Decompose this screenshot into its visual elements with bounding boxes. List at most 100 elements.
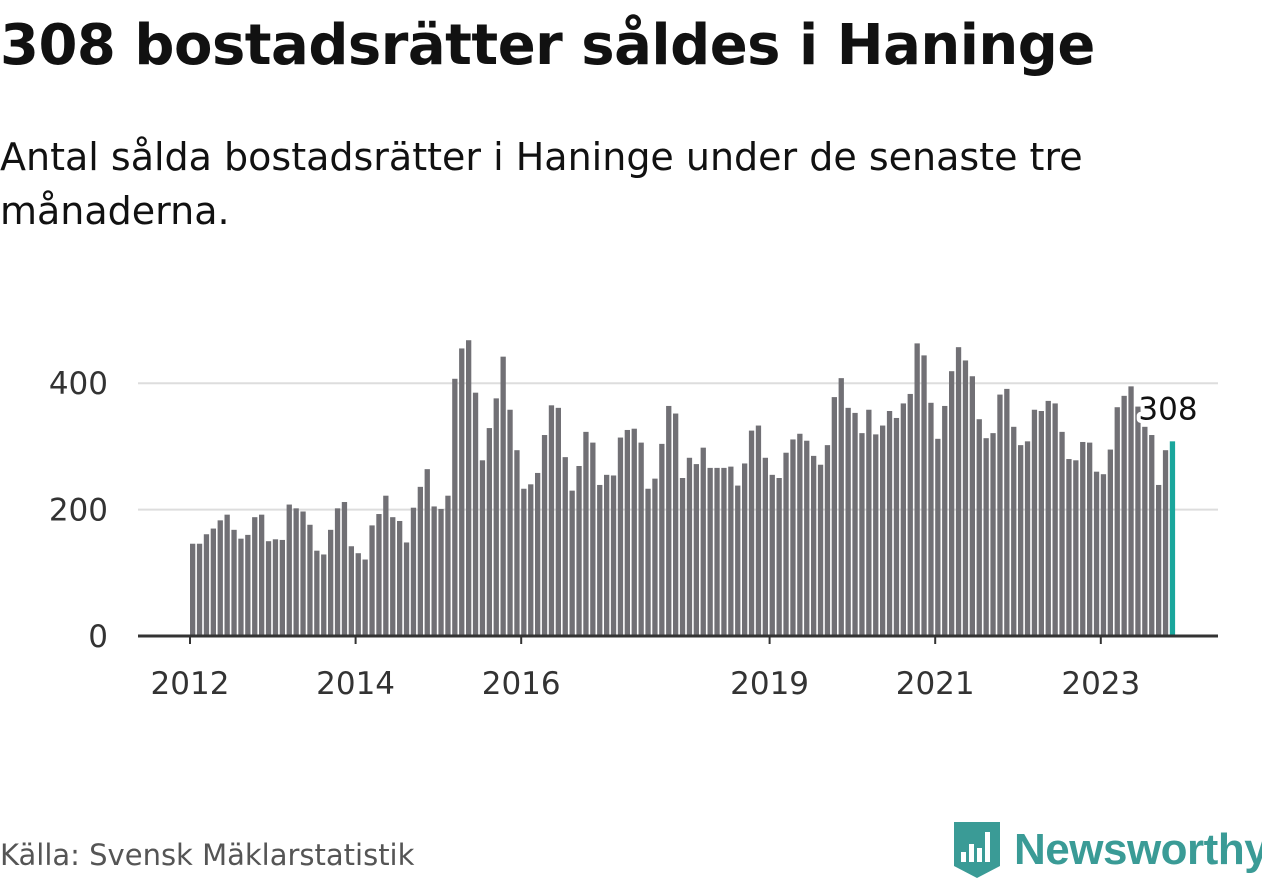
bar: [969, 376, 975, 636]
bar: [1093, 471, 1100, 636]
bar-chart: 0 200 400 2012 2014 2016 2019 2021 2023 308: [49, 340, 1218, 702]
bar: [383, 495, 389, 636]
bar: [569, 490, 575, 636]
bar: [590, 442, 596, 636]
bar: [597, 484, 603, 636]
bar: [286, 504, 292, 636]
bar: [762, 457, 768, 636]
bar: [1004, 388, 1010, 636]
bar: [1162, 450, 1169, 636]
bar: [610, 475, 617, 636]
bar: [817, 464, 824, 636]
bar: [886, 411, 893, 636]
source-note: Källa: Svensk Mäklarstatistik: [0, 838, 415, 872]
bar: [190, 543, 196, 636]
bar: [424, 469, 430, 636]
bar: [410, 507, 417, 636]
bar: [452, 378, 458, 636]
bar: [714, 467, 720, 636]
bar: [224, 514, 230, 636]
bar: [369, 525, 375, 636]
bar: [528, 484, 534, 636]
bar: [562, 457, 568, 636]
bar: [942, 405, 948, 636]
bar: [500, 356, 506, 636]
bar: [203, 534, 210, 636]
bar: [797, 433, 803, 636]
bar: [721, 467, 727, 636]
bar: [376, 514, 382, 636]
x-tick-label: 2014: [316, 666, 395, 702]
bar: [472, 392, 479, 636]
bar: [466, 340, 472, 636]
bar: [748, 430, 755, 636]
bar: [390, 517, 396, 636]
bar: [880, 425, 886, 636]
x-tick-label: 2021: [896, 666, 975, 702]
bar: [666, 405, 672, 636]
bar: [859, 433, 865, 636]
bar: [279, 539, 285, 636]
y-tick-label: 200: [49, 493, 108, 529]
bar: [652, 478, 658, 636]
bar: [355, 553, 361, 636]
bar: [431, 506, 437, 636]
newsworthy-logo: Newsworthy: [952, 820, 1262, 880]
bar: [617, 437, 624, 636]
brand-name: Newsworthy: [1014, 825, 1262, 874]
bar: [583, 431, 589, 636]
bar: [486, 428, 492, 636]
bar: [307, 524, 313, 636]
bar: [1031, 409, 1038, 636]
bar: [604, 474, 610, 636]
bar: [403, 542, 410, 636]
bar: [1149, 435, 1155, 636]
bar: [1087, 442, 1093, 636]
bar: [328, 529, 334, 636]
bar: [493, 398, 499, 636]
bar: [838, 378, 844, 636]
bar: [245, 534, 251, 636]
bar: [1059, 431, 1065, 636]
bar: [272, 539, 279, 636]
bar: [928, 402, 934, 636]
bar: [397, 520, 403, 636]
bar: [921, 355, 927, 636]
bar: [831, 397, 837, 636]
bar: [755, 425, 762, 636]
bar: [638, 442, 644, 636]
bar: [776, 478, 782, 636]
bar: [321, 554, 327, 636]
bar: [935, 438, 941, 636]
bar: [265, 541, 272, 636]
bar: [845, 407, 851, 636]
bar: [679, 478, 686, 636]
bar: [1121, 395, 1127, 636]
bar: [548, 405, 555, 636]
latest-value-label: 308: [1138, 391, 1197, 427]
bar: [1135, 406, 1141, 636]
bar: [735, 485, 741, 636]
bar: [1107, 449, 1113, 636]
bar: [866, 409, 872, 636]
bar: [1100, 474, 1107, 636]
bar: [259, 514, 265, 636]
bar: [997, 394, 1003, 636]
bar: [728, 466, 734, 636]
bar: [196, 543, 203, 636]
bar: [341, 502, 348, 636]
bar: [210, 528, 216, 636]
bar: [1011, 426, 1017, 636]
bar: [445, 495, 451, 636]
bar: [804, 440, 810, 636]
y-tick-label: 0: [88, 619, 108, 655]
bar: [962, 360, 969, 636]
bar: [811, 455, 817, 636]
bar: [852, 412, 858, 636]
bar-latest: [1169, 441, 1176, 636]
bar: [673, 413, 679, 636]
bar: [231, 529, 237, 636]
bar: [238, 538, 244, 636]
bar: [217, 520, 223, 636]
bar: [521, 488, 527, 636]
